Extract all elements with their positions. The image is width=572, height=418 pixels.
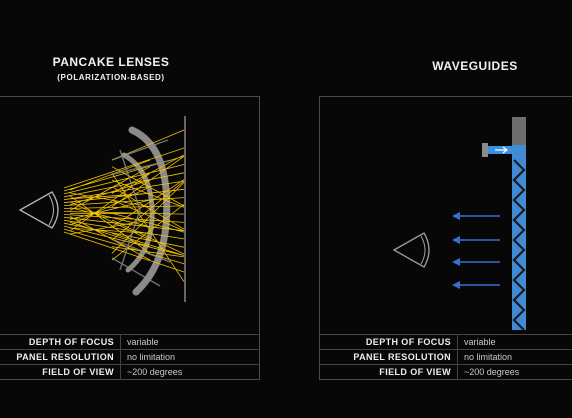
waveguides-title: WAVEGUIDES	[432, 59, 518, 73]
eye-icon-waveguide	[392, 232, 430, 268]
projector-icon	[482, 143, 514, 157]
spec-value: no limitation	[457, 349, 572, 365]
table-row: PANEL RESOLUTION no limitation	[319, 349, 572, 365]
light-ray	[63, 129, 185, 282]
pancake-spec-table: DEPTH OF FOCUS variable PANEL RESOLUTION…	[0, 334, 260, 379]
waveguide-diagram-panel	[319, 96, 572, 380]
spec-label: FIELD OF VIEW	[0, 364, 121, 379]
pancake-lenses-title: PANCAKE LENSES	[52, 55, 170, 69]
spec-label: DEPTH OF FOCUS	[319, 334, 458, 350]
table-row: DEPTH OF FOCUS variable	[0, 334, 260, 350]
spec-value: ~200 degrees	[120, 364, 260, 379]
spec-label: DEPTH OF FOCUS	[0, 334, 121, 350]
table-row: PANEL RESOLUTION no limitation	[0, 349, 260, 365]
waveguide-light-path	[512, 159, 526, 331]
pancake-reflection-ghosts	[109, 139, 173, 287]
pancake-lens-elements	[121, 126, 171, 296]
table-row: FIELD OF VIEW ~200 degrees	[319, 364, 572, 379]
spec-value: ~200 degrees	[457, 364, 572, 379]
table-row: DEPTH OF FOCUS variable	[319, 334, 572, 350]
eye-icon	[18, 191, 59, 229]
waveguide-glass	[512, 145, 526, 330]
table-row: FIELD OF VIEW ~200 degrees	[0, 364, 260, 379]
outcoupled-light-arrows	[452, 212, 500, 289]
spec-label: FIELD OF VIEW	[319, 364, 458, 379]
spec-label: PANEL RESOLUTION	[0, 349, 121, 365]
spec-value: variable	[457, 334, 572, 350]
spec-value: variable	[120, 334, 260, 350]
pancake-light-rays	[63, 129, 185, 282]
waveguide-spec-table: DEPTH OF FOCUS variable PANEL RESOLUTION…	[319, 334, 572, 379]
spec-value: no limitation	[120, 349, 260, 365]
pancake-diagram-panel	[0, 96, 260, 380]
spec-label: PANEL RESOLUTION	[319, 349, 458, 365]
pancake-lenses-subtitle: (POLARIZATION-BASED)	[57, 73, 165, 82]
